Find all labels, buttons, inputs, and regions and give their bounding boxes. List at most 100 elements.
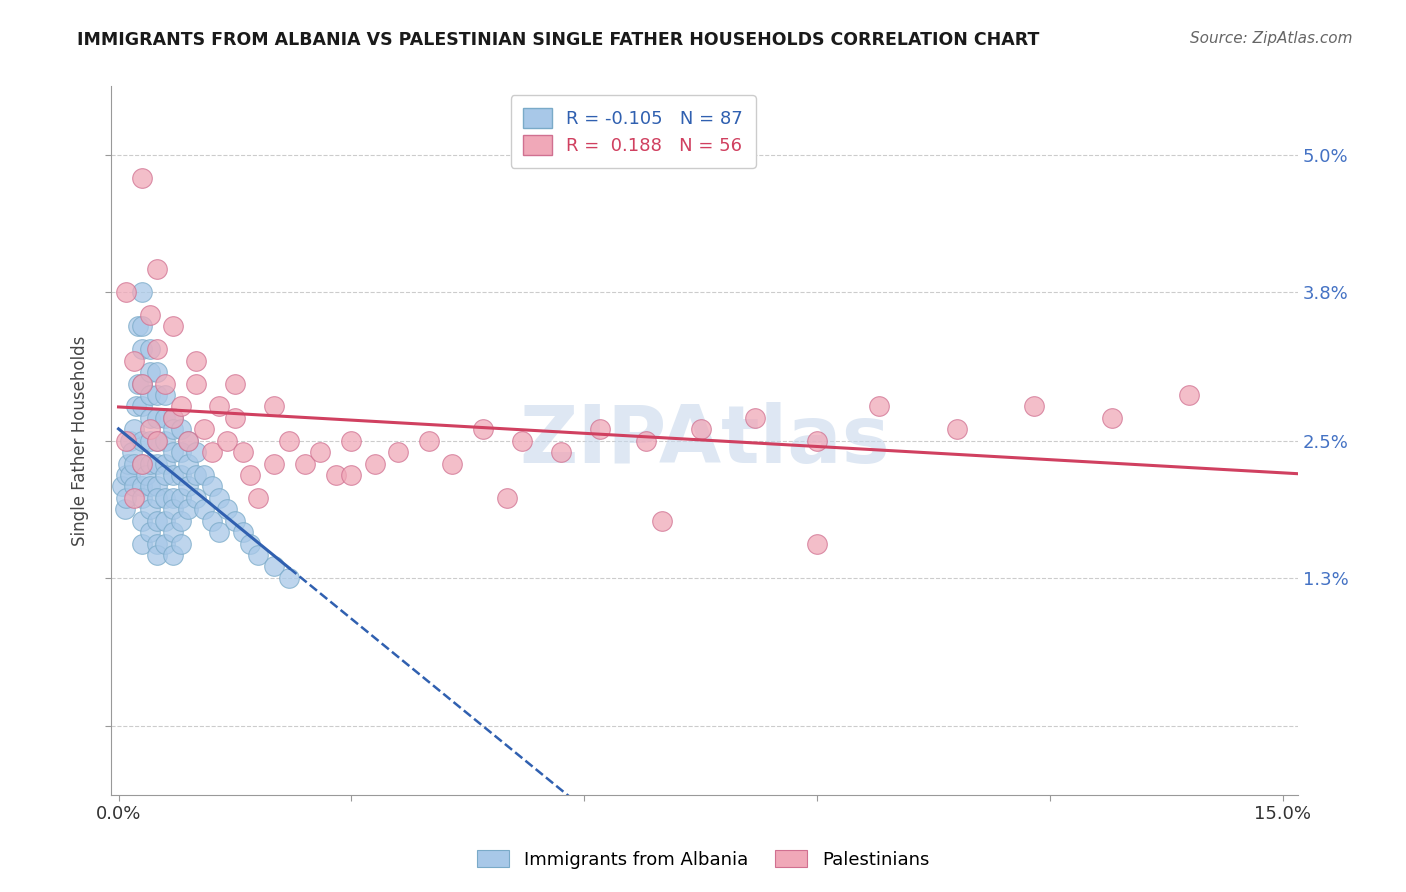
Point (146, 548, 169, 562)
Point (131, 434, 153, 448)
Point (387, 445, 409, 459)
Point (131, 319, 153, 334)
Point (239, 468, 262, 483)
Point (122, 353, 145, 368)
Point (868, 400, 890, 414)
Point (146, 479, 169, 493)
Point (177, 502, 200, 516)
Point (146, 343, 169, 357)
Point (278, 434, 301, 448)
Point (146, 410, 169, 425)
Point (138, 457, 160, 471)
Point (689, 422, 711, 436)
Point (131, 376, 153, 391)
Point (131, 491, 153, 505)
Point (744, 410, 766, 425)
Point (208, 525, 231, 540)
Point (184, 468, 207, 483)
Point (239, 536, 262, 550)
Point (162, 468, 184, 483)
Point (146, 388, 169, 402)
Point (138, 343, 160, 357)
Point (169, 514, 191, 528)
Point (1178, 388, 1201, 402)
Point (217, 434, 239, 448)
Point (550, 445, 572, 459)
Point (589, 422, 612, 436)
Point (224, 376, 246, 391)
Point (162, 525, 184, 540)
Point (510, 434, 533, 448)
Point (138, 525, 160, 540)
Point (138, 422, 160, 436)
Point (177, 434, 200, 448)
Point (169, 491, 191, 505)
Point (193, 422, 215, 436)
Point (162, 502, 184, 516)
Point (309, 445, 332, 459)
Point (153, 410, 176, 425)
Point (131, 285, 153, 299)
Point (363, 457, 385, 471)
Point (153, 468, 176, 483)
Point (217, 502, 239, 516)
Point (177, 479, 200, 493)
Point (138, 434, 160, 448)
Point (138, 308, 160, 322)
Point (1024, 400, 1046, 414)
Point (945, 422, 967, 436)
Point (153, 457, 176, 471)
Point (153, 376, 176, 391)
Point (193, 502, 215, 516)
Point (122, 457, 145, 471)
Point (122, 479, 145, 493)
Point (224, 514, 246, 528)
Point (146, 262, 169, 277)
Point (806, 536, 828, 550)
Point (162, 319, 184, 334)
Point (232, 525, 254, 540)
Point (153, 514, 176, 528)
Point (169, 536, 191, 550)
Point (177, 434, 200, 448)
Point (131, 343, 153, 357)
Point (115, 434, 138, 448)
Point (224, 410, 246, 425)
Point (418, 434, 440, 448)
Point (127, 376, 149, 391)
Point (138, 502, 160, 516)
Point (111, 479, 134, 493)
Point (441, 457, 464, 471)
Point (177, 457, 200, 471)
Point (201, 479, 224, 493)
Point (169, 422, 191, 436)
Point (138, 365, 160, 379)
Point (131, 536, 153, 550)
Point (131, 376, 153, 391)
Point (193, 468, 215, 483)
Point (340, 468, 363, 483)
Point (146, 434, 169, 448)
Point (162, 445, 184, 459)
Point (146, 365, 169, 379)
Point (495, 491, 517, 505)
Point (162, 548, 184, 562)
Point (115, 468, 138, 483)
Point (120, 434, 142, 448)
Point (184, 376, 207, 391)
Point (131, 514, 153, 528)
Point (127, 319, 149, 334)
Point (117, 457, 139, 471)
Point (651, 514, 673, 528)
Point (115, 285, 138, 299)
Point (146, 536, 169, 550)
Legend: Immigrants from Albania, Palestinians: Immigrants from Albania, Palestinians (470, 843, 936, 876)
Point (138, 388, 160, 402)
Text: IMMIGRANTS FROM ALBANIA VS PALESTINIAN SINGLE FATHER HOUSEHOLDS CORRELATION CHAR: IMMIGRANTS FROM ALBANIA VS PALESTINIAN S… (77, 31, 1039, 49)
Point (184, 353, 207, 368)
Point (1101, 410, 1123, 425)
Point (263, 400, 285, 414)
Point (146, 434, 169, 448)
Point (153, 434, 176, 448)
Point (169, 468, 191, 483)
